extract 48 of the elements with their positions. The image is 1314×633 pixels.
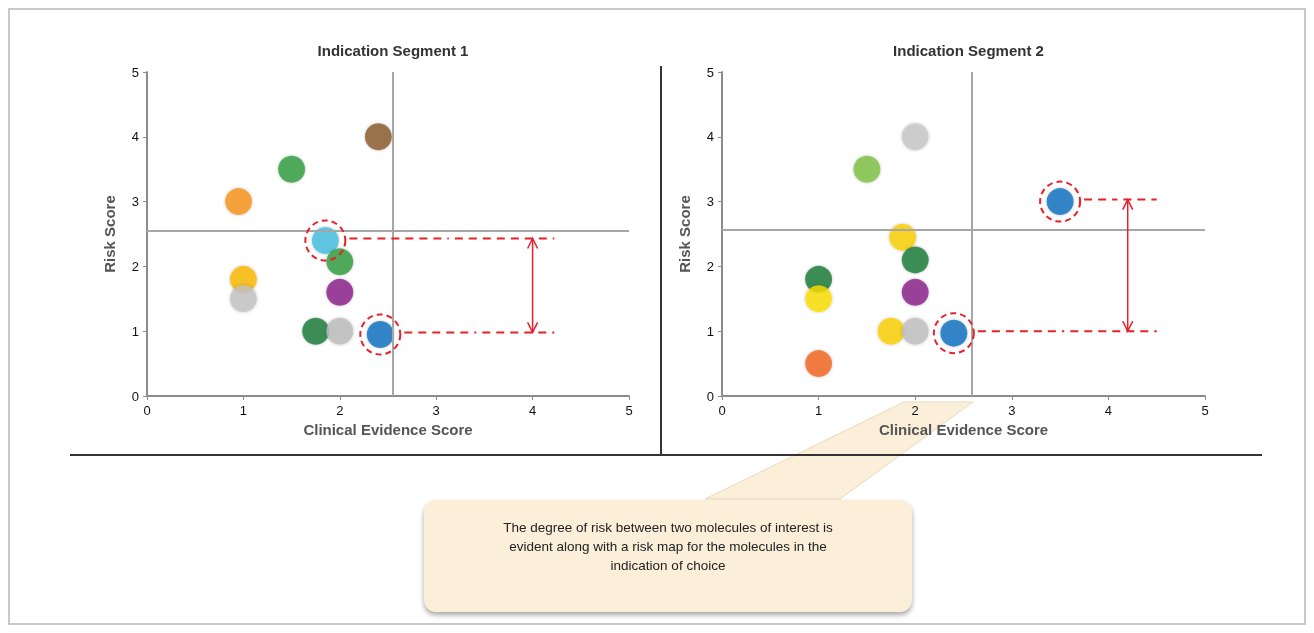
x-axis-title: Clinical Evidence Score [303,420,473,438]
y-tick-label: 1 [706,323,714,339]
x-tick-label: 4 [528,403,537,418]
point [326,248,354,276]
x-tick-label: 3 [432,403,440,418]
y-tick-label: 1 [131,323,139,339]
x-tick-label: 0 [143,403,151,418]
point [877,317,905,345]
y-tick-label: 3 [131,194,139,210]
y-tick-label: 5 [706,64,714,80]
y-tick-label: 0 [131,388,139,404]
x-tick-label: 4 [1104,403,1113,418]
point [229,285,257,313]
point [901,278,929,306]
x-tick-label: 0 [718,403,726,418]
point [326,317,354,345]
x-axis-title: Clinical Evidence Score [878,420,1049,438]
y-tick-label: 4 [131,129,139,145]
x-tick-label: 1 [239,403,248,418]
chart-title: Indication Segment 1 [317,42,469,59]
y-tick-label: 4 [706,129,714,145]
x-tick-label: 2 [911,403,919,418]
point [225,188,253,216]
y-tick-label: 0 [706,388,714,404]
point [901,123,929,151]
point [278,155,306,183]
x-tick-label: 2 [336,403,344,418]
point [364,123,392,151]
point [326,278,354,306]
y-tick-label: 2 [131,258,139,274]
point [805,285,833,313]
y-tick-label: 5 [131,64,139,80]
x-tick-label: 5 [625,403,633,418]
y-axis-title: Risk Score [676,195,693,273]
point [853,155,881,183]
x-tick-label: 5 [1201,403,1209,418]
y-tick-label: 3 [706,194,714,210]
text: The degree of risk between two molecules of interest is evident along with a risk map for the molecules in the indication of choice [502,519,834,575]
y-axis-title: Risk Score [101,195,118,273]
point [889,223,917,251]
point [901,246,929,274]
chart-title: Indication Segment 2 [893,42,1044,59]
x-tick-label: 1 [814,403,823,418]
y-tick-label: 2 [706,258,714,274]
point [302,317,330,345]
point [805,350,833,378]
point [901,317,929,345]
x-tick-label: 3 [1008,403,1016,418]
